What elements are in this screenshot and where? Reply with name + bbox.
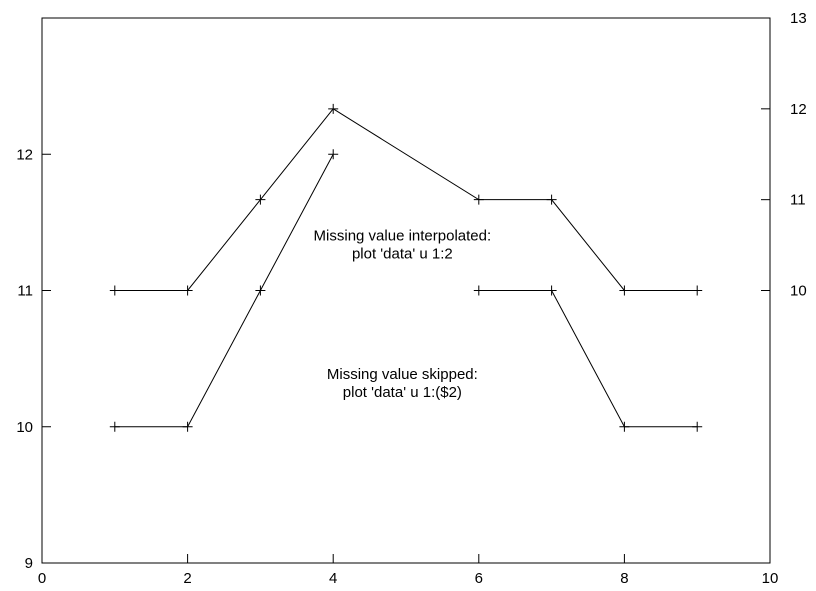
series-2-point [692,421,703,432]
y-left-tick-label: 10 [16,419,33,436]
axes-layer: 0 2 4 6 8 10 9 10 11 12 10 11 12 13 [16,10,806,587]
y-left-tick-label: 12 [16,146,33,163]
x-tick-label: 0 [38,570,46,587]
x-tick-label: 4 [329,570,337,587]
series-1-point [328,103,339,114]
y-right-tick-label: 12 [790,101,807,118]
series-1-point [182,285,193,296]
series-2-line [114,154,334,428]
series-1-point [546,194,557,205]
annotation-line: plot 'data' u 1:2 [352,246,453,263]
series-1-point [109,285,120,296]
x-tick-label: 2 [183,570,191,587]
series-2-point [182,421,193,432]
annotation-line: Missing value interpolated: [314,228,492,245]
series-2-point [473,285,484,296]
y-left-tick-label: 9 [25,555,33,572]
series-1-point [255,194,266,205]
y-right-tick-label: 11 [790,192,806,209]
annotation-2: Missing value skipped: plot 'data' u 1:($… [327,366,478,401]
series-layer [109,103,703,432]
annotation-1: Missing value interpolated: plot 'data' u… [314,228,492,263]
series-2-point [546,285,557,296]
series-2-point [109,421,120,432]
annotation-layer: Missing value interpolated: plot 'data' u… [314,228,492,402]
annotation-line: Missing value skipped: [327,366,478,383]
x-tick-label: 8 [620,570,628,587]
y-right-tick-label: 13 [790,10,807,27]
series-1-line [114,108,698,291]
y-right-tick-label: 10 [790,283,807,300]
x-tick-label: 10 [762,570,779,587]
series-1-point [473,194,484,205]
series-2-point [619,421,630,432]
series-2-point [255,285,266,296]
series-1-point [692,285,703,296]
annotation-line: plot 'data' u 1:($2) [343,384,462,401]
series-2-point [328,149,339,160]
x-tick-label: 6 [475,570,483,587]
series-1-point [619,285,630,296]
y-left-tick-label: 11 [17,283,33,300]
series-2-line [478,290,698,428]
